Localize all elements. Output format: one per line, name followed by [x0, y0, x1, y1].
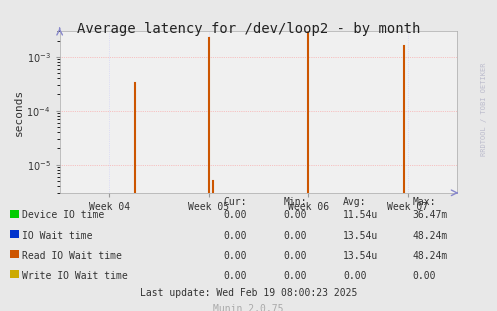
Y-axis label: seconds: seconds	[13, 88, 24, 136]
Text: Average latency for /dev/loop2 - by month: Average latency for /dev/loop2 - by mont…	[77, 22, 420, 36]
Text: 0.00: 0.00	[413, 271, 436, 281]
Text: Last update: Wed Feb 19 08:00:23 2025: Last update: Wed Feb 19 08:00:23 2025	[140, 288, 357, 298]
Text: 13.54u: 13.54u	[343, 251, 378, 261]
Text: 0.00: 0.00	[283, 271, 307, 281]
Text: Cur:: Cur:	[224, 197, 247, 207]
Text: Device IO time: Device IO time	[22, 210, 104, 220]
Text: Max:: Max:	[413, 197, 436, 207]
Text: 0.00: 0.00	[224, 210, 247, 220]
Text: 13.54u: 13.54u	[343, 230, 378, 241]
Text: 0.00: 0.00	[283, 251, 307, 261]
Text: Munin 2.0.75: Munin 2.0.75	[213, 304, 284, 311]
Text: 11.54u: 11.54u	[343, 210, 378, 220]
Text: 0.00: 0.00	[224, 251, 247, 261]
Text: 0.00: 0.00	[343, 271, 366, 281]
Text: Write IO Wait time: Write IO Wait time	[22, 271, 128, 281]
Text: 0.00: 0.00	[224, 271, 247, 281]
Text: RRDTOOL / TOBI OETIKER: RRDTOOL / TOBI OETIKER	[481, 62, 487, 156]
Text: 0.00: 0.00	[283, 230, 307, 241]
Text: Min:: Min:	[283, 197, 307, 207]
Text: Avg:: Avg:	[343, 197, 366, 207]
Text: 0.00: 0.00	[224, 230, 247, 241]
Text: 36.47m: 36.47m	[413, 210, 448, 220]
Text: IO Wait time: IO Wait time	[22, 230, 93, 241]
Text: Read IO Wait time: Read IO Wait time	[22, 251, 122, 261]
Text: 48.24m: 48.24m	[413, 230, 448, 241]
Text: 0.00: 0.00	[283, 210, 307, 220]
Text: 48.24m: 48.24m	[413, 251, 448, 261]
